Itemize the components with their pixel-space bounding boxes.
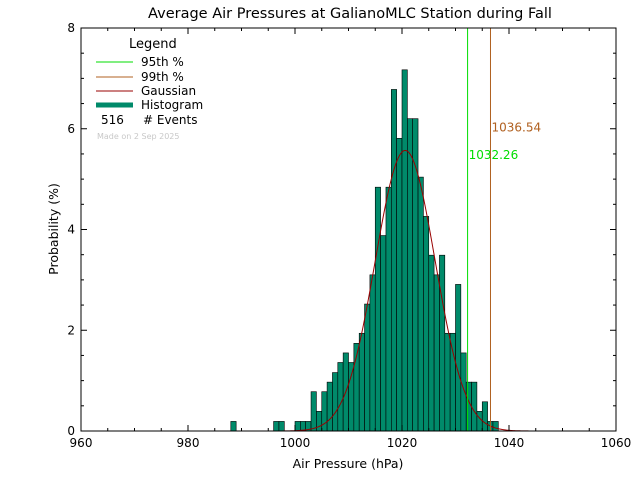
histogram-bar bbox=[273, 421, 280, 432]
histogram-bar bbox=[423, 216, 430, 432]
histogram-bar bbox=[332, 372, 339, 432]
histogram-bar bbox=[471, 381, 478, 432]
y-tick-label: 0 bbox=[67, 424, 75, 438]
chart-title: Average Air Pressures at GalianoMLC Stat… bbox=[148, 6, 552, 22]
histogram-bar bbox=[358, 332, 365, 432]
legend-label-histogram: Histogram bbox=[141, 98, 203, 112]
percentile-label: 1032.26 bbox=[469, 148, 519, 162]
legend-events-count: 516 bbox=[101, 113, 124, 127]
x-tick-label: 980 bbox=[177, 436, 200, 450]
histogram-bar bbox=[326, 381, 333, 432]
y-tick-label: 8 bbox=[67, 21, 75, 35]
x-axis-label: Air Pressure (hPa) bbox=[293, 456, 404, 471]
histogram-bar bbox=[417, 176, 424, 432]
legend-label-gaussian: Gaussian bbox=[141, 84, 196, 98]
histogram-bar bbox=[278, 421, 285, 432]
histogram-bar bbox=[294, 421, 301, 432]
histogram-bar bbox=[369, 274, 376, 432]
x-tick-label: 1000 bbox=[280, 436, 311, 450]
legend-label-95th: 95th % bbox=[141, 55, 184, 69]
legend-label-99th: 99th % bbox=[141, 70, 184, 84]
histogram-bar bbox=[455, 284, 462, 432]
legend-title: Legend bbox=[129, 37, 177, 52]
histogram-bar bbox=[230, 421, 237, 432]
gaussian-curve bbox=[268, 149, 542, 432]
x-axis: 960 980 1000 1020 1040 1060 bbox=[70, 28, 632, 450]
histogram-bar bbox=[449, 332, 456, 432]
y-tick-label: 2 bbox=[67, 323, 75, 337]
y-tick-label: 4 bbox=[67, 223, 75, 237]
histogram-bar bbox=[380, 235, 387, 432]
histogram-bar bbox=[337, 362, 344, 432]
histogram-bar bbox=[476, 411, 483, 432]
x-tick-label: 1060 bbox=[601, 436, 632, 450]
histogram-bars bbox=[230, 69, 499, 432]
legend: Legend 95th % 99th % Gaussian Histogram … bbox=[96, 37, 203, 141]
histogram-bar bbox=[390, 89, 397, 432]
legend-events-label: # Events bbox=[143, 113, 198, 127]
histogram-bar bbox=[465, 381, 472, 432]
x-tick-label: 1020 bbox=[387, 436, 418, 450]
histogram-bar bbox=[428, 254, 435, 432]
x-tick-label: 1040 bbox=[494, 436, 525, 450]
percentile-lines: 1032.26 1036.54 bbox=[467, 28, 541, 431]
histogram-bar bbox=[439, 254, 446, 432]
histogram-bar bbox=[348, 362, 355, 432]
histogram-bar bbox=[433, 274, 440, 432]
histogram-bar bbox=[492, 421, 499, 432]
y-tick-label: 6 bbox=[67, 122, 75, 136]
x-tick-label: 960 bbox=[70, 436, 93, 450]
gaussian-curve-group bbox=[268, 149, 542, 432]
histogram-bar bbox=[316, 411, 323, 432]
histogram-bar bbox=[481, 401, 488, 432]
histogram-bar bbox=[460, 352, 467, 432]
histogram-bar bbox=[374, 186, 381, 432]
histogram-bar bbox=[407, 118, 414, 432]
histogram-bar bbox=[385, 186, 392, 432]
histogram-bar bbox=[401, 69, 408, 432]
y-axis-label: Probability (%) bbox=[46, 183, 61, 275]
histogram-bar bbox=[310, 391, 317, 432]
made-on-note: Made on 2 Sep 2025 bbox=[97, 132, 179, 141]
histogram-bar bbox=[364, 303, 371, 432]
percentile-label: 1036.54 bbox=[491, 120, 541, 134]
histogram-bar bbox=[444, 332, 451, 432]
histogram-bar bbox=[396, 138, 403, 432]
y-axis: 0 2 4 6 8 bbox=[67, 21, 616, 438]
